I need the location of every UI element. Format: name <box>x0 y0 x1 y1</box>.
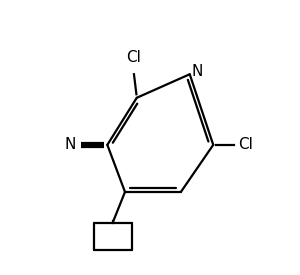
Text: N: N <box>191 64 203 79</box>
Text: Cl: Cl <box>126 50 141 65</box>
Text: Cl: Cl <box>238 137 253 152</box>
Text: N: N <box>64 137 76 152</box>
